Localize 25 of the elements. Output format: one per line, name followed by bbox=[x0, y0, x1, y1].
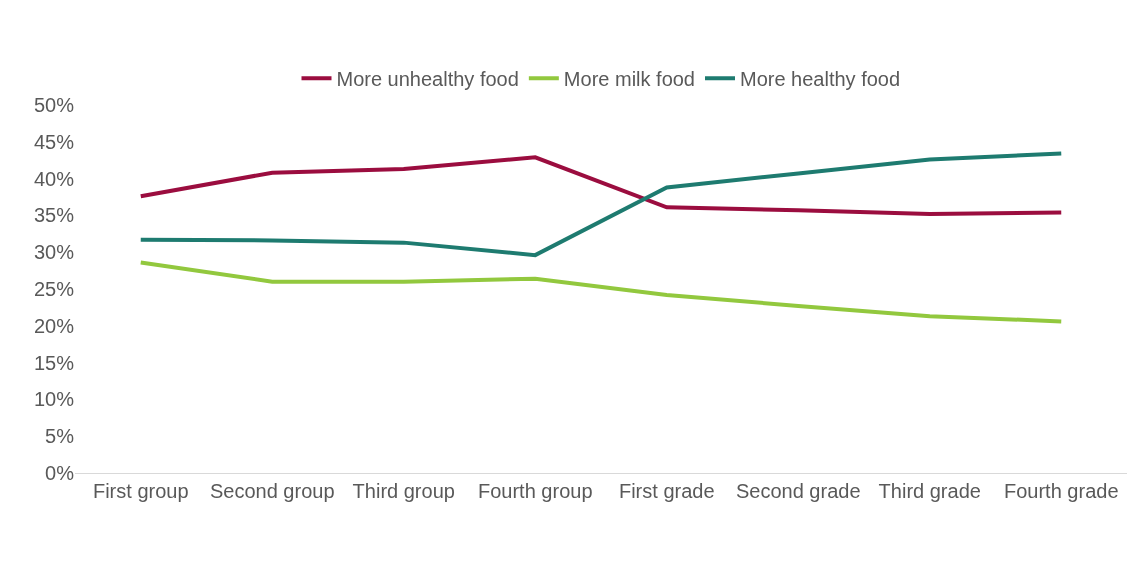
y-tick-label: 50% bbox=[33, 94, 75, 116]
y-tick-label: 10% bbox=[33, 388, 75, 411]
x-tick-label: Third group bbox=[352, 480, 455, 502]
x-tick-label: Second group bbox=[209, 480, 335, 502]
line-series bbox=[138, 151, 1064, 258]
y-tick-label: 30% bbox=[33, 241, 75, 264]
y-tick-label: 15% bbox=[33, 351, 75, 374]
x-tick-label: Third grade bbox=[878, 480, 981, 502]
x-tick-label: Fourth grade bbox=[1003, 480, 1119, 502]
y-tick-label: 5% bbox=[45, 425, 75, 448]
y-tick-label: 0% bbox=[45, 462, 75, 484]
x-tick-label: First grade bbox=[618, 480, 715, 502]
legend-label: More healthy food bbox=[740, 67, 901, 90]
x-tick-label: First group bbox=[92, 480, 189, 502]
line-series bbox=[138, 260, 1064, 324]
x-tick-label: Second grade bbox=[735, 480, 861, 502]
y-tick-label: 25% bbox=[33, 278, 75, 300]
x-tick-label: Fourth group bbox=[477, 480, 593, 502]
y-tick-label: 20% bbox=[33, 314, 75, 337]
y-tick-label: 40% bbox=[33, 167, 75, 190]
line-series bbox=[138, 155, 1064, 216]
y-tick-label: 35% bbox=[33, 204, 75, 227]
legend-label: More milk food bbox=[563, 67, 695, 90]
legend-label: More unhealthy food bbox=[336, 67, 519, 90]
y-tick-label: 45% bbox=[33, 130, 75, 153]
